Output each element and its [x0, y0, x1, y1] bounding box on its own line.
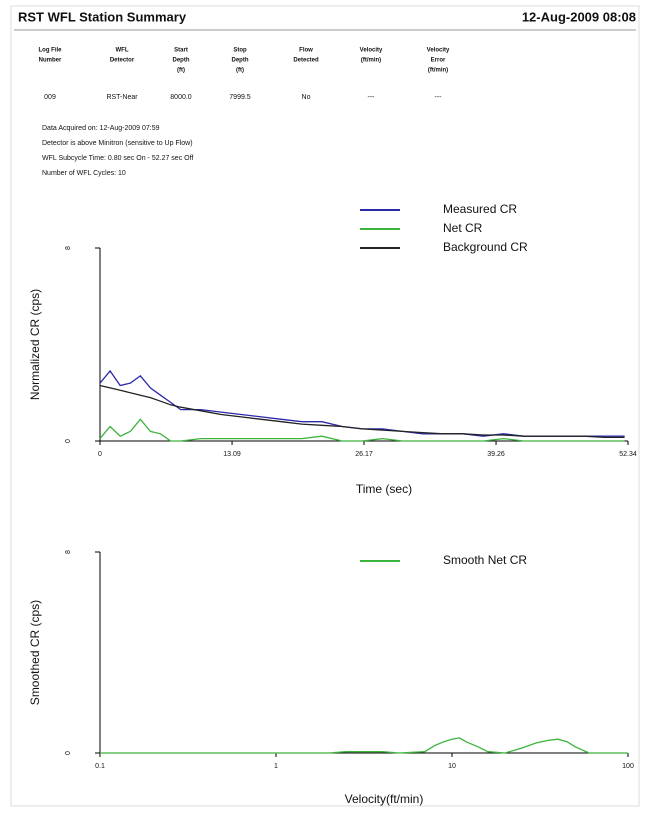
column-header: Detector [110, 58, 135, 64]
column-header: Number [39, 58, 62, 64]
x-tick-label: 10 [448, 763, 456, 770]
legend-label: Net CR [443, 221, 483, 235]
series-line [99, 384, 625, 439]
legend-label: Measured CR [443, 202, 517, 216]
table-cell: No [302, 94, 311, 101]
x-tick-label: 1 [274, 763, 278, 770]
series-line [99, 418, 625, 442]
column-header: Log File [39, 48, 63, 54]
x-tick-label: 13.09 [223, 451, 241, 458]
legend-label: Smooth Net CR [443, 553, 527, 567]
column-header: Error [431, 58, 446, 64]
table-cell: --- [368, 94, 376, 101]
table-cell: --- [435, 94, 443, 101]
column-header: (ft/min) [428, 68, 448, 74]
page-frame [10, 5, 640, 807]
y-axis-title: Normalized CR (cps) [28, 289, 42, 400]
x-tick-label: 52.34 [619, 451, 637, 458]
legend-label: Background CR [443, 240, 528, 254]
x-axis-title: Velocity(ft/min) [345, 792, 424, 806]
column-header: (ft/min) [361, 58, 381, 64]
y-tick-label: 0 [65, 751, 72, 755]
column-header: Stop [233, 48, 247, 54]
column-header: Start [174, 48, 188, 54]
table-cell: RST-Near [106, 94, 138, 101]
series-line [100, 737, 628, 754]
note: WFL Subcycle Time: 0.80 sec On - 52.27 s… [42, 155, 193, 162]
date: 12-Aug-2009 08:08 [522, 9, 636, 24]
y-tick-label: 8 [65, 550, 72, 554]
title: RST WFL Station Summary [18, 9, 187, 24]
column-header: Detected [293, 58, 319, 64]
x-axis-title: Time (sec) [356, 482, 412, 496]
column-header: WFL [116, 48, 129, 54]
note: Detector is above Minitron (sensitive to… [42, 140, 193, 147]
column-header: Depth [232, 58, 249, 64]
column-header: (ft) [177, 68, 185, 74]
x-tick-label: 100 [622, 763, 634, 770]
note: Data Acquired on: 12-Aug-2009 07:59 [42, 125, 160, 132]
column-header: Flow [299, 48, 313, 54]
x-tick-label: 0 [98, 451, 102, 458]
y-tick-label: 0 [65, 439, 72, 443]
column-header: Velocity [360, 48, 383, 54]
column-header: Depth [173, 58, 190, 64]
y-axis-title: Smoothed CR (cps) [28, 600, 42, 705]
table-cell: 7999.5 [229, 94, 251, 101]
table-cell: 8000.0 [170, 94, 192, 101]
x-tick-label: 0.1 [95, 763, 105, 770]
x-tick-label: 26.17 [355, 451, 373, 458]
table-cell: 009 [44, 94, 56, 101]
column-header: Velocity [427, 48, 450, 54]
note: Number of WFL Cycles: 10 [42, 170, 126, 177]
y-tick-label: 8 [65, 246, 72, 250]
x-tick-label: 39.26 [487, 451, 505, 458]
column-header: (ft) [236, 68, 244, 74]
